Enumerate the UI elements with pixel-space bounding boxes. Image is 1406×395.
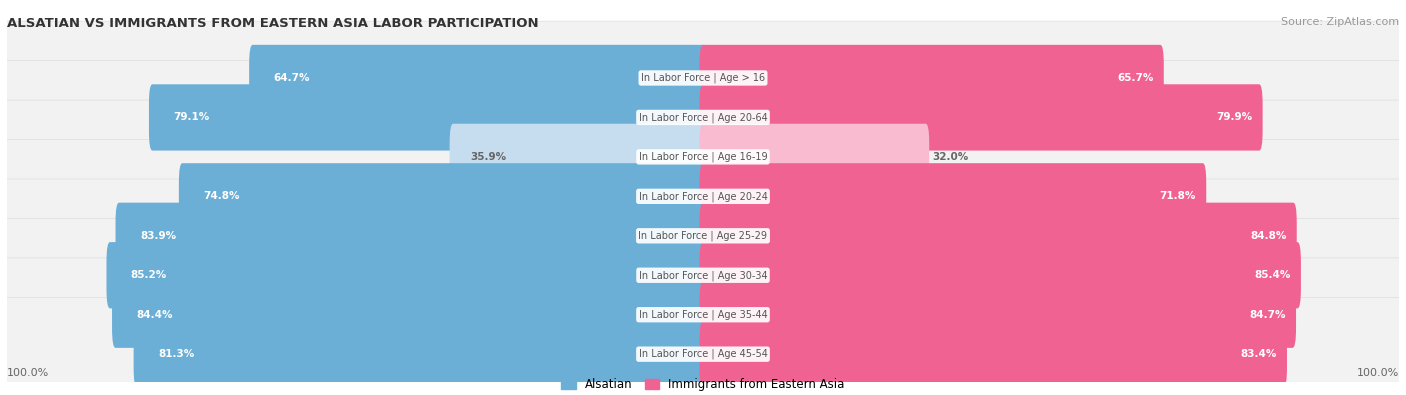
FancyBboxPatch shape	[0, 297, 1406, 395]
Text: 84.4%: 84.4%	[136, 310, 173, 320]
FancyBboxPatch shape	[450, 124, 706, 190]
FancyBboxPatch shape	[700, 242, 1301, 308]
Text: 84.8%: 84.8%	[1250, 231, 1286, 241]
FancyBboxPatch shape	[1, 220, 1406, 334]
FancyBboxPatch shape	[700, 84, 1263, 150]
Text: In Labor Force | Age 30-34: In Labor Force | Age 30-34	[638, 270, 768, 280]
Text: 35.9%: 35.9%	[471, 152, 506, 162]
FancyBboxPatch shape	[0, 258, 1406, 372]
FancyBboxPatch shape	[1, 181, 1406, 294]
Text: In Labor Force | Age 45-54: In Labor Force | Age 45-54	[638, 349, 768, 359]
Text: 64.7%: 64.7%	[274, 73, 311, 83]
FancyBboxPatch shape	[1, 141, 1406, 255]
FancyBboxPatch shape	[134, 321, 706, 387]
FancyBboxPatch shape	[0, 179, 1406, 293]
FancyBboxPatch shape	[0, 60, 1406, 174]
FancyBboxPatch shape	[112, 282, 706, 348]
Text: ALSATIAN VS IMMIGRANTS FROM EASTERN ASIA LABOR PARTICIPATION: ALSATIAN VS IMMIGRANTS FROM EASTERN ASIA…	[7, 17, 538, 30]
FancyBboxPatch shape	[700, 124, 929, 190]
FancyBboxPatch shape	[149, 84, 706, 150]
FancyBboxPatch shape	[1, 299, 1406, 395]
Text: Source: ZipAtlas.com: Source: ZipAtlas.com	[1281, 17, 1399, 27]
FancyBboxPatch shape	[1, 260, 1406, 373]
Text: 85.2%: 85.2%	[131, 270, 167, 280]
FancyBboxPatch shape	[249, 45, 706, 111]
FancyBboxPatch shape	[0, 218, 1406, 332]
FancyBboxPatch shape	[1, 62, 1406, 176]
FancyBboxPatch shape	[107, 242, 706, 308]
Text: In Labor Force | Age 20-64: In Labor Force | Age 20-64	[638, 112, 768, 123]
Text: In Labor Force | Age 20-24: In Labor Force | Age 20-24	[638, 191, 768, 201]
Text: 65.7%: 65.7%	[1116, 73, 1153, 83]
Text: 100.0%: 100.0%	[1357, 368, 1399, 378]
Text: In Labor Force | Age 25-29: In Labor Force | Age 25-29	[638, 231, 768, 241]
FancyBboxPatch shape	[115, 203, 706, 269]
FancyBboxPatch shape	[700, 203, 1296, 269]
Text: 81.3%: 81.3%	[157, 349, 194, 359]
Text: 79.9%: 79.9%	[1216, 113, 1253, 122]
FancyBboxPatch shape	[0, 100, 1406, 214]
FancyBboxPatch shape	[1, 23, 1406, 136]
Text: 83.4%: 83.4%	[1240, 349, 1277, 359]
FancyBboxPatch shape	[700, 282, 1296, 348]
Text: 84.7%: 84.7%	[1249, 310, 1285, 320]
Legend: Alsatian, Immigrants from Eastern Asia: Alsatian, Immigrants from Eastern Asia	[561, 378, 845, 391]
Text: 83.9%: 83.9%	[139, 231, 176, 241]
FancyBboxPatch shape	[0, 21, 1406, 135]
FancyBboxPatch shape	[179, 163, 706, 229]
Text: 100.0%: 100.0%	[7, 368, 49, 378]
FancyBboxPatch shape	[0, 139, 1406, 253]
Text: 85.4%: 85.4%	[1254, 270, 1291, 280]
Text: In Labor Force | Age 16-19: In Labor Force | Age 16-19	[638, 152, 768, 162]
Text: 79.1%: 79.1%	[173, 113, 209, 122]
FancyBboxPatch shape	[700, 45, 1164, 111]
Text: In Labor Force | Age 35-44: In Labor Force | Age 35-44	[638, 309, 768, 320]
Text: 74.8%: 74.8%	[204, 191, 240, 201]
FancyBboxPatch shape	[1, 102, 1406, 215]
Text: 71.8%: 71.8%	[1160, 191, 1197, 201]
FancyBboxPatch shape	[700, 321, 1286, 387]
Text: 32.0%: 32.0%	[932, 152, 969, 162]
Text: In Labor Force | Age > 16: In Labor Force | Age > 16	[641, 73, 765, 83]
FancyBboxPatch shape	[700, 163, 1206, 229]
